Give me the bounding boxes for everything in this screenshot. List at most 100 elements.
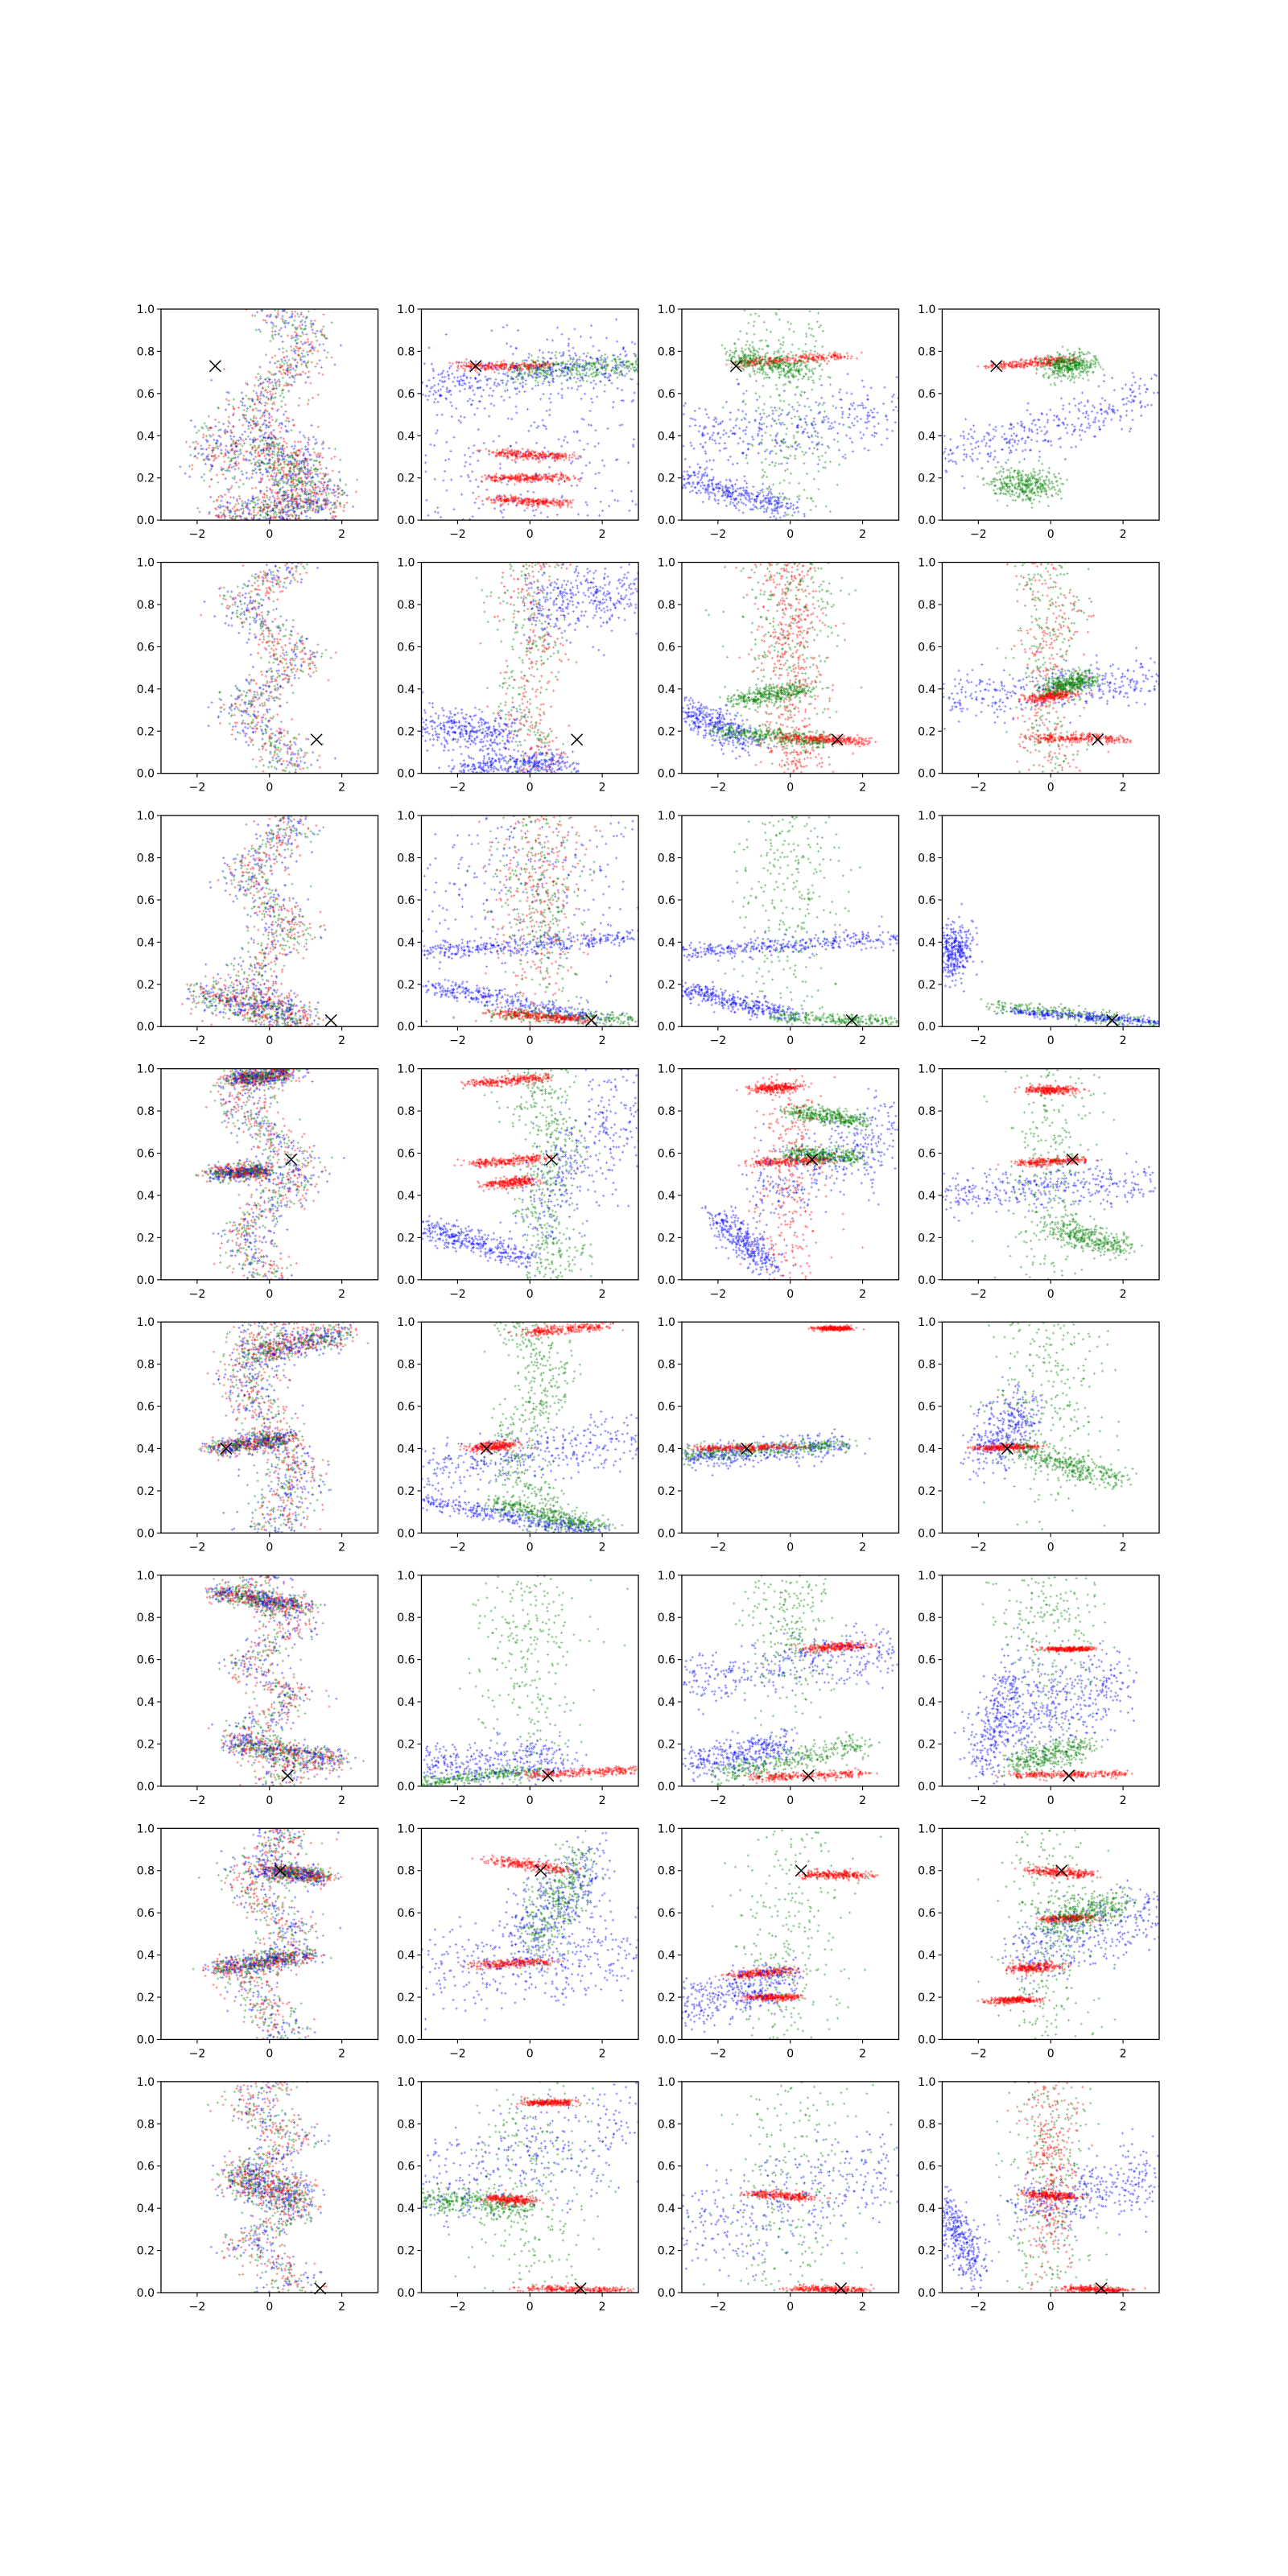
scatter-point [283, 359, 287, 362]
scatter-point [527, 429, 530, 432]
scatter-point [558, 351, 562, 354]
scatter-point [469, 376, 473, 380]
scatter-point [634, 365, 637, 369]
scatter-point [448, 378, 451, 381]
scatter-point [250, 462, 253, 465]
scatter-point [436, 511, 440, 514]
scatter-point [237, 520, 240, 522]
scatter-point [299, 313, 303, 316]
scatter-point [737, 337, 740, 341]
scatter-point [252, 457, 255, 460]
scatter-point [423, 461, 427, 464]
scatter-point [225, 527, 227, 530]
scatter-point [463, 453, 467, 456]
scatter-point [274, 361, 277, 365]
scatter-point [761, 372, 764, 375]
scatter-point [592, 345, 595, 348]
scatter-point [282, 437, 285, 440]
scatter-point [451, 372, 454, 375]
scatter-point [832, 394, 835, 398]
scatter-point [226, 425, 229, 428]
scatter-point [523, 509, 526, 512]
scatter-point [212, 433, 215, 436]
scatter-point [306, 337, 309, 341]
scatter-point [300, 323, 303, 326]
scatter-point [284, 424, 287, 428]
scatter-point [270, 415, 273, 419]
scatter-point [308, 520, 311, 522]
scatter-point [283, 356, 286, 359]
scatter-point [291, 514, 294, 518]
scatter-point [567, 360, 570, 363]
scatter-point [211, 451, 214, 454]
scatter-point [242, 442, 246, 445]
scatter-point [267, 426, 270, 429]
scatter-point [278, 383, 281, 386]
scatter-point [435, 431, 438, 435]
scatter-point [748, 344, 752, 347]
scatter-point [283, 493, 287, 497]
scatter-point [463, 464, 466, 468]
scatter-point [405, 487, 407, 489]
scatter-point [634, 503, 638, 506]
scatter-point [303, 465, 307, 469]
scatter-point [526, 407, 530, 411]
scatter-point [469, 479, 472, 483]
scatter-point [249, 423, 253, 427]
scatter-point [818, 378, 821, 381]
scatter-point [530, 354, 533, 357]
scatter-point [844, 456, 847, 460]
scatter-point [469, 455, 472, 459]
scatter-point [250, 522, 252, 524]
scatter-point [307, 436, 310, 440]
scatter-point [812, 427, 815, 430]
scatter-point [249, 524, 251, 526]
scatter-point [237, 502, 240, 506]
scatter-point [894, 406, 898, 409]
scatter-point [578, 358, 581, 361]
scatter-point [275, 365, 279, 369]
scatter-point [480, 394, 483, 398]
y-tick-label: 0.6 [137, 388, 155, 401]
scatter-point [640, 366, 642, 369]
scatter-point [566, 505, 570, 508]
scatter-point [283, 325, 287, 328]
scatter-point [291, 334, 294, 337]
scatter-point [515, 392, 518, 395]
scatter-point [267, 471, 270, 474]
scatter-point [430, 362, 433, 365]
scatter-point [244, 529, 246, 531]
scatter-point [621, 389, 624, 392]
scatter-point [560, 496, 564, 499]
scatter-point [225, 444, 228, 448]
scatter-point [514, 441, 518, 444]
scatter-point [228, 469, 231, 473]
scatter-point [448, 361, 452, 365]
scatter-point [333, 363, 336, 366]
scatter-point [308, 310, 311, 313]
scatter-point [283, 362, 286, 365]
scatter-point [603, 383, 606, 386]
scatter-point [596, 395, 599, 398]
scatter-point [545, 409, 548, 412]
scatter-point [459, 415, 463, 418]
scatter-point [306, 350, 309, 353]
scatter-point [865, 427, 869, 430]
scatter-point [630, 367, 633, 370]
scatter-point [297, 315, 300, 318]
scatter-point [255, 522, 258, 524]
scatter-point [238, 478, 242, 481]
scatter-point [725, 358, 729, 361]
scatter-point [330, 321, 333, 324]
scatter-point [306, 506, 309, 510]
scatter-point [270, 330, 274, 333]
scatter-point [606, 427, 609, 430]
scatter-point [492, 440, 495, 443]
scatter-point [502, 398, 506, 402]
scatter-point [296, 312, 299, 316]
scatter-point [736, 462, 739, 465]
scatter-point [274, 354, 277, 357]
scatter-point [838, 423, 841, 426]
scatter-point [423, 362, 426, 365]
scatter-point [254, 456, 258, 459]
